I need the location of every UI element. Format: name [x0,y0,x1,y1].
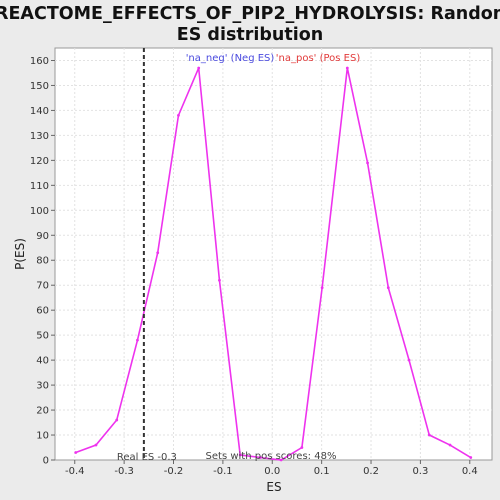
data-point [345,66,349,70]
y-tick-label: 50 [36,331,49,342]
y-tick-label: 40 [36,356,49,367]
data-point [320,286,324,290]
data-point [469,456,473,459]
data-point [448,443,452,447]
legend-neg: 'na_neg' (Neg ES) [186,53,275,64]
y-tick-label: 20 [36,406,49,417]
x-axis-label: ES [266,480,281,494]
x-tick-label: -0.4 [65,466,85,477]
y-tick-label: 110 [30,181,49,192]
x-axis-ticks: -0.4 -0.3 -0.2 -0.1 0.0 0.1 0.2 0.3 0.4 [65,460,478,477]
real-es-label: Real ES -0.3 [117,452,177,463]
data-point [136,338,139,342]
x-tick-label: -0.2 [164,466,184,477]
x-tick-label: 0.2 [363,466,379,477]
x-tick-label: -0.1 [213,466,233,477]
data-point [74,451,78,454]
data-points [74,66,473,462]
plot-area [54,47,493,461]
x-tick-label: 0.4 [462,466,478,477]
data-point [366,161,369,165]
y-tick-label: 70 [36,281,49,292]
y-tick-label: 150 [30,81,49,92]
y-axis-ticks: 0 10 20 30 40 50 60 70 80 90 100 110 120 130 140 150 160 [30,56,55,467]
data-point [427,433,431,437]
x-tick-label: -0.3 [114,466,134,477]
y-tick-label: 130 [30,131,49,142]
data-point [156,251,160,255]
data-point [115,418,119,422]
chart-title-line-1: REACTOME_EFFECTS_OF_PIP2_HYDROLYSIS: Ran… [0,4,500,24]
y-tick-label: 80 [36,256,49,267]
grid-lines [55,48,492,460]
pos-scores-annotation: Sets with pos scores: 48% [206,451,337,462]
y-tick-label: 10 [36,431,49,442]
y-tick-label: 60 [36,306,49,317]
data-point [238,453,242,457]
legend-pos: 'na_pos' (Pos ES) [276,53,361,64]
data-point [177,114,180,117]
x-tick-label: 0.0 [264,466,280,477]
y-axis-label: P(ES) [13,238,27,270]
y-tick-label: 30 [36,381,49,392]
chart-title-line-2: ES distribution [177,25,323,45]
data-point [407,358,411,362]
y-tick-label: 120 [30,156,49,167]
y-tick-label: 140 [30,106,49,117]
y-tick-label: 0 [43,456,49,467]
data-point [218,278,221,282]
y-tick-label: 100 [30,206,49,217]
data-point [300,446,304,449]
data-point [94,443,98,447]
data-point [259,456,262,459]
es-distribution-line [75,67,472,461]
x-tick-label: 0.1 [314,466,330,477]
x-tick-label: 0.3 [412,466,428,477]
data-point [386,286,390,290]
data-point [197,66,201,70]
y-tick-label: 90 [36,231,49,242]
data-point [279,458,283,462]
y-tick-label: 160 [30,56,49,67]
